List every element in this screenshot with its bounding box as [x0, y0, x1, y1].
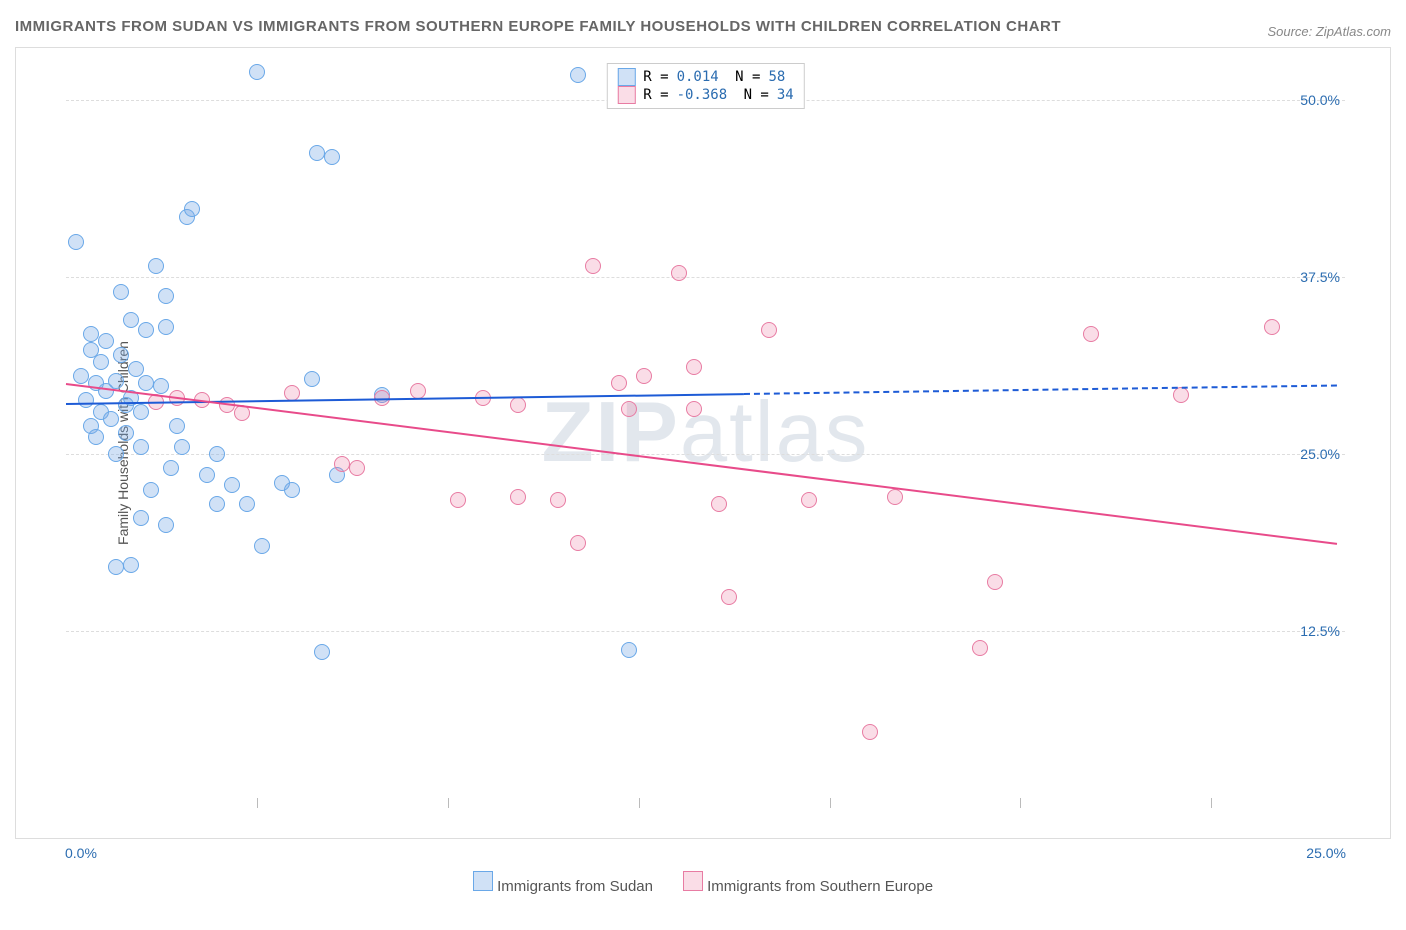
data-point	[711, 496, 727, 512]
data-point	[1173, 387, 1189, 403]
data-point	[686, 401, 702, 417]
data-point	[304, 371, 320, 387]
data-point	[249, 64, 265, 80]
stats-legend: R =0.014 N =58 R =-0.368 N =34	[606, 63, 804, 109]
data-point	[209, 496, 225, 512]
trend-line	[744, 385, 1337, 395]
data-point	[621, 401, 637, 417]
data-point	[1083, 326, 1099, 342]
data-point	[254, 538, 270, 554]
y-tick: 12.5%	[1300, 623, 1340, 639]
legend-item-a: Immigrants from Sudan	[473, 871, 653, 895]
data-point	[686, 359, 702, 375]
data-point	[73, 368, 89, 384]
data-point	[93, 354, 109, 370]
data-point	[1264, 319, 1280, 335]
data-point	[309, 145, 325, 161]
legend-item-b: Immigrants from Southern Europe	[683, 871, 933, 895]
data-point	[550, 492, 566, 508]
data-point	[108, 559, 124, 575]
data-point	[113, 347, 129, 363]
y-tick: 50.0%	[1300, 92, 1340, 108]
data-point	[138, 375, 154, 391]
x-max: 25.0%	[1306, 845, 1346, 861]
data-point	[972, 640, 988, 656]
data-point	[209, 446, 225, 462]
source-label: Source: ZipAtlas.com	[1267, 24, 1391, 39]
data-point	[585, 258, 601, 274]
data-point	[123, 312, 139, 328]
data-point	[570, 67, 586, 83]
chart-title: IMMIGRANTS FROM SUDAN VS IMMIGRANTS FROM…	[15, 15, 1061, 39]
header: IMMIGRANTS FROM SUDAN VS IMMIGRANTS FROM…	[15, 15, 1391, 39]
data-point	[349, 460, 365, 476]
data-point	[239, 496, 255, 512]
data-point	[721, 589, 737, 605]
data-point	[158, 288, 174, 304]
data-point	[83, 326, 99, 342]
plot-region: ZIPatlas R =0.014 N =58 R =-0.368 N =34 …	[66, 58, 1345, 808]
swatch-a-bottom	[473, 871, 493, 891]
data-point	[801, 492, 817, 508]
data-point	[324, 149, 340, 165]
data-point	[169, 418, 185, 434]
data-point	[510, 397, 526, 413]
data-point	[570, 535, 586, 551]
data-point	[143, 482, 159, 498]
data-point	[987, 574, 1003, 590]
data-point	[108, 373, 124, 389]
data-point	[123, 557, 139, 573]
x-axis-range: 0.0% 25.0%	[65, 845, 1346, 861]
data-point	[78, 392, 94, 408]
series-legend: Immigrants from Sudan Immigrants from So…	[15, 871, 1391, 895]
data-point	[184, 201, 200, 217]
data-point	[133, 510, 149, 526]
data-point	[761, 322, 777, 338]
data-point	[88, 429, 104, 445]
y-tick: 37.5%	[1300, 269, 1340, 285]
data-point	[158, 517, 174, 533]
data-point	[450, 492, 466, 508]
data-point	[611, 375, 627, 391]
y-tick: 25.0%	[1300, 446, 1340, 462]
data-point	[163, 460, 179, 476]
data-point	[108, 446, 124, 462]
data-point	[128, 361, 144, 377]
data-point	[113, 284, 129, 300]
data-point	[334, 456, 350, 472]
data-point	[671, 265, 687, 281]
x-min: 0.0%	[65, 845, 97, 861]
data-point	[174, 439, 190, 455]
data-point	[284, 482, 300, 498]
data-point	[510, 489, 526, 505]
swatch-b-bottom	[683, 871, 703, 891]
data-point	[410, 383, 426, 399]
data-point	[862, 724, 878, 740]
data-point	[621, 642, 637, 658]
data-point	[153, 378, 169, 394]
data-point	[887, 489, 903, 505]
data-point	[103, 411, 119, 427]
data-point	[68, 234, 84, 250]
data-point	[148, 258, 164, 274]
swatch-a	[617, 68, 635, 86]
chart-area: Family Households with Children ZIPatlas…	[15, 47, 1391, 839]
swatch-b	[617, 86, 635, 104]
data-point	[158, 319, 174, 335]
data-point	[314, 644, 330, 660]
data-point	[138, 322, 154, 338]
stats-row-b: R =-0.368 N =34	[617, 86, 793, 104]
data-point	[636, 368, 652, 384]
data-point	[118, 425, 134, 441]
stats-row-a: R =0.014 N =58	[617, 68, 793, 86]
data-point	[199, 467, 215, 483]
data-point	[133, 404, 149, 420]
data-point	[98, 333, 114, 349]
watermark: ZIPatlas	[542, 384, 870, 482]
data-point	[133, 439, 149, 455]
data-point	[224, 477, 240, 493]
